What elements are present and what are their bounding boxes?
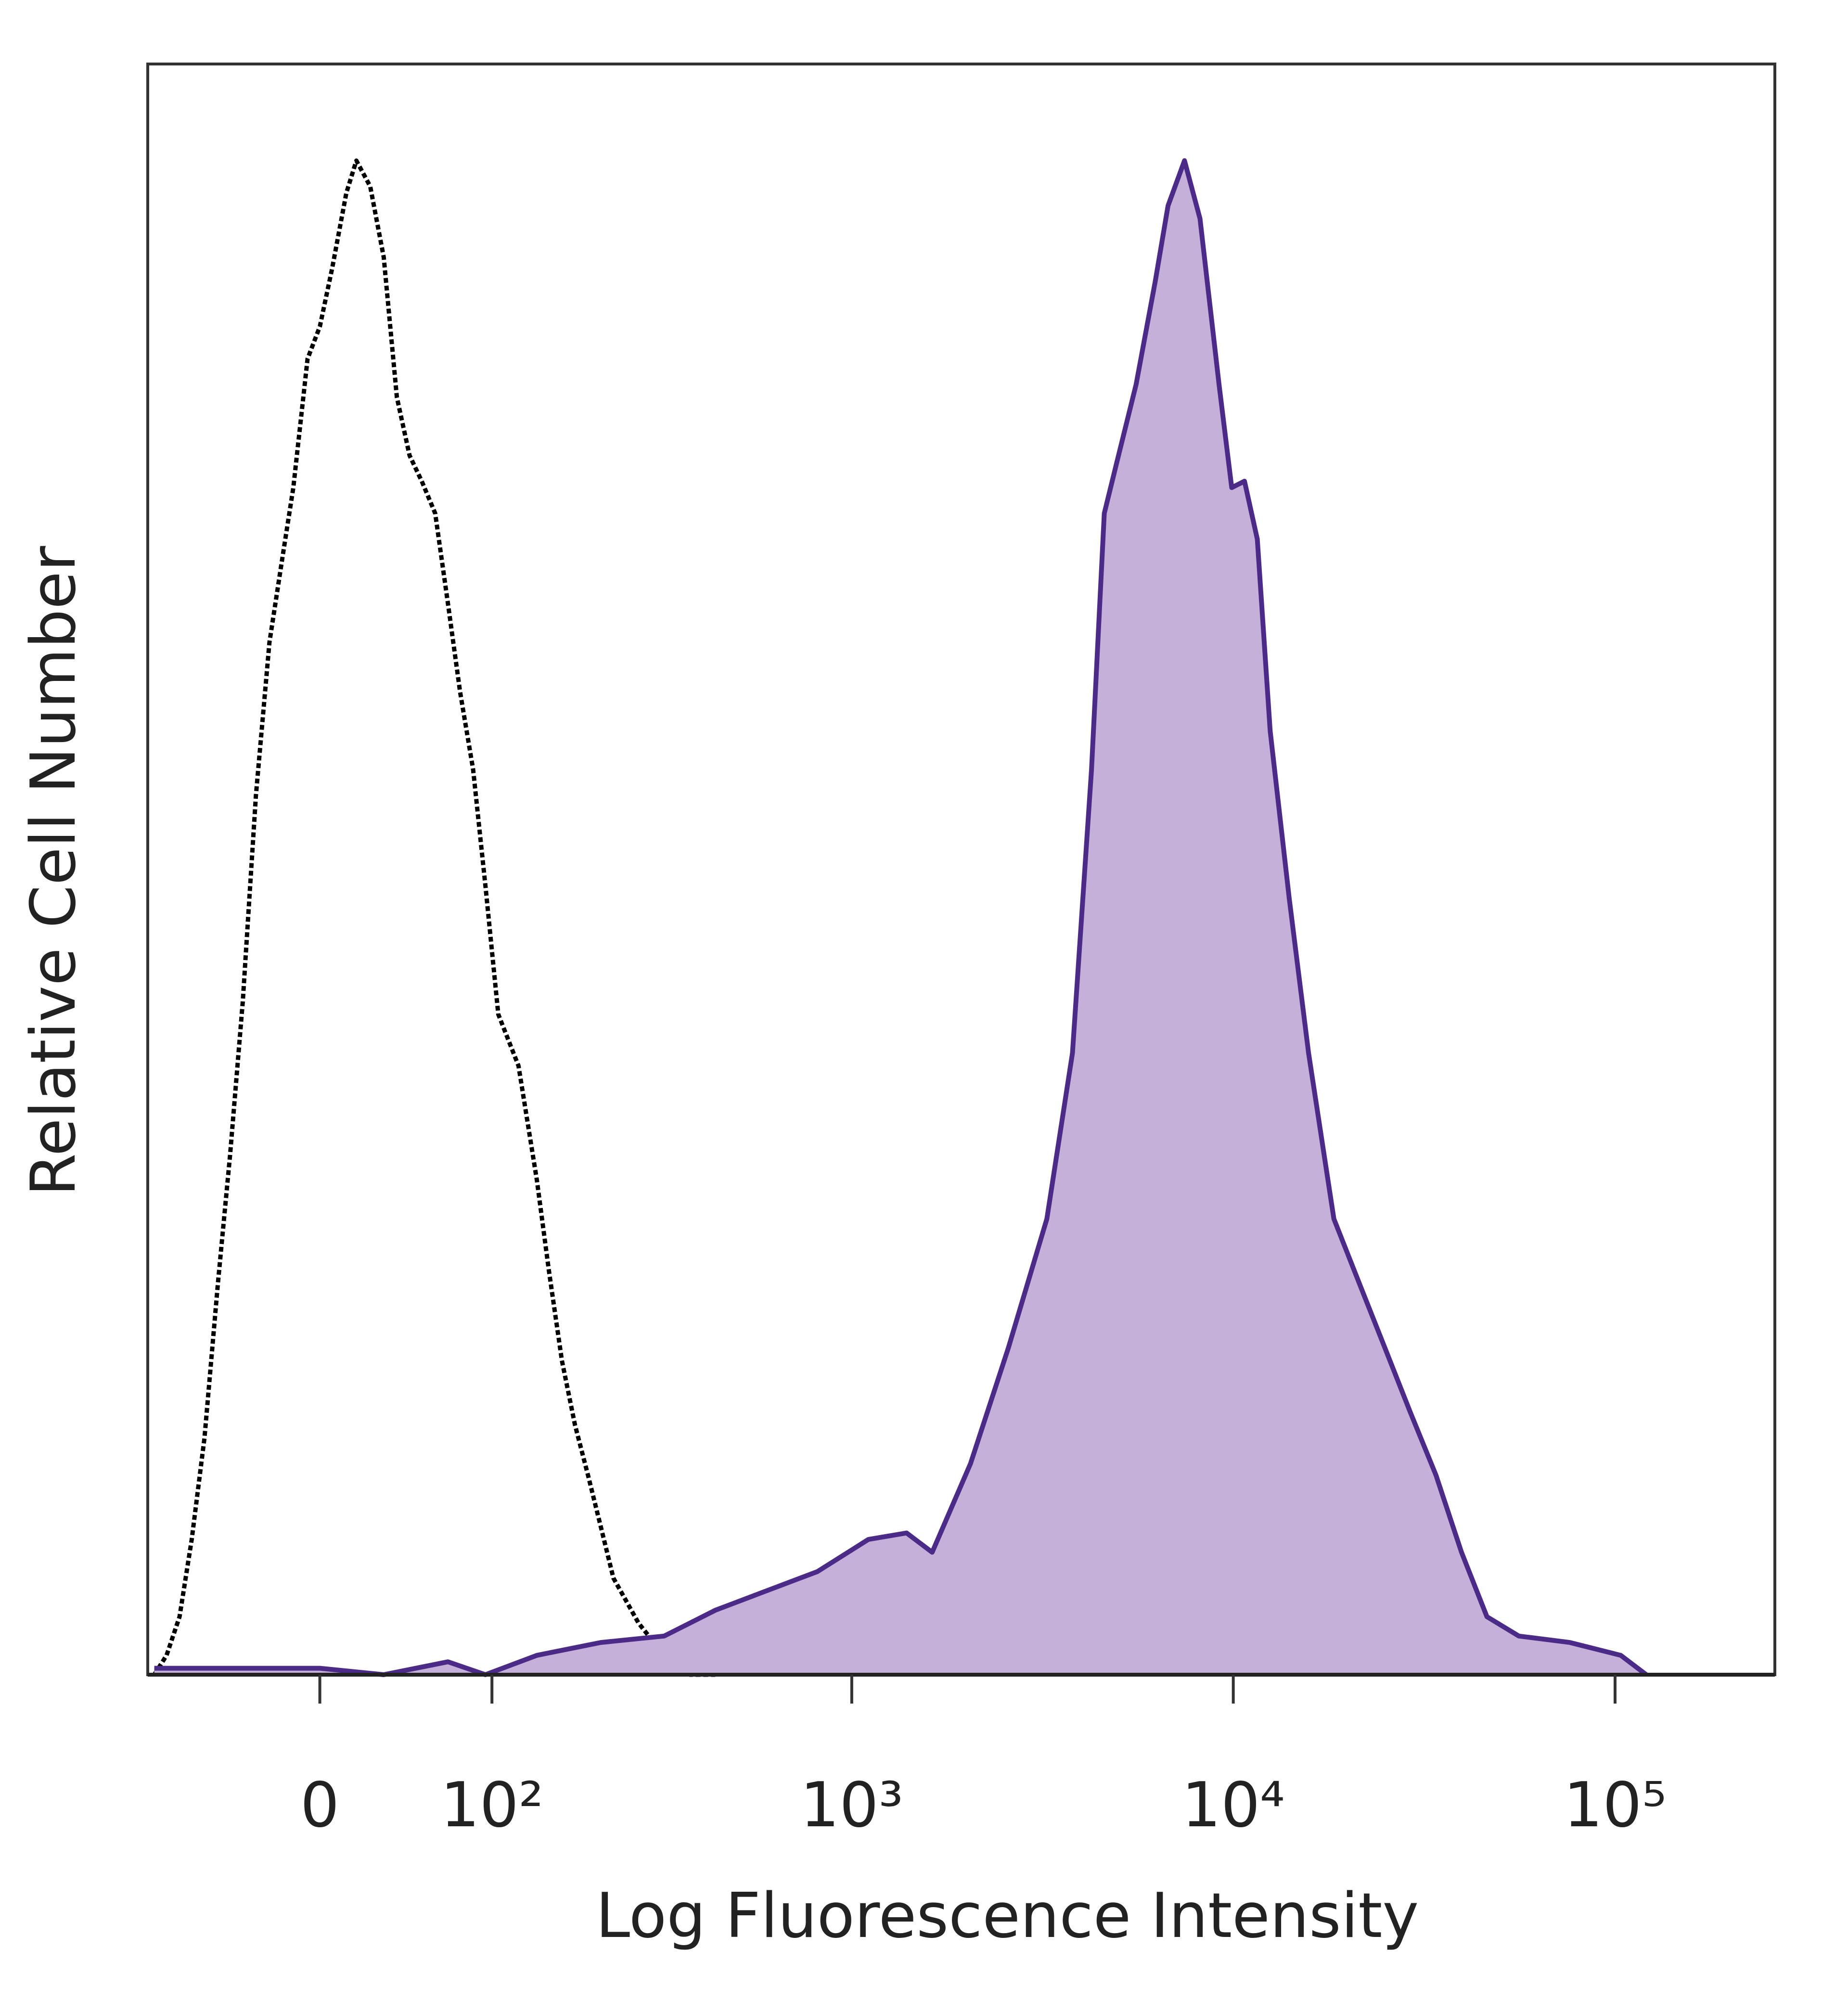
x-tick-label: 0 bbox=[300, 1769, 339, 1841]
x-tick-label: 10³ bbox=[800, 1769, 903, 1841]
y-axis-title: Relative Cell Number bbox=[18, 546, 90, 1196]
x-tick-label: 10² bbox=[440, 1769, 543, 1841]
x-tick-label: 10⁴ bbox=[1182, 1769, 1285, 1841]
histogram-line bbox=[154, 158, 1648, 1677]
histogram-line bbox=[152, 158, 716, 1677]
plot-frame bbox=[146, 63, 1776, 1676]
x-axis-title: Log Fluorescence Intensity bbox=[596, 1880, 1419, 1952]
x-tick-label: 10⁵ bbox=[1564, 1769, 1667, 1841]
area-fill bbox=[154, 160, 1646, 1675]
